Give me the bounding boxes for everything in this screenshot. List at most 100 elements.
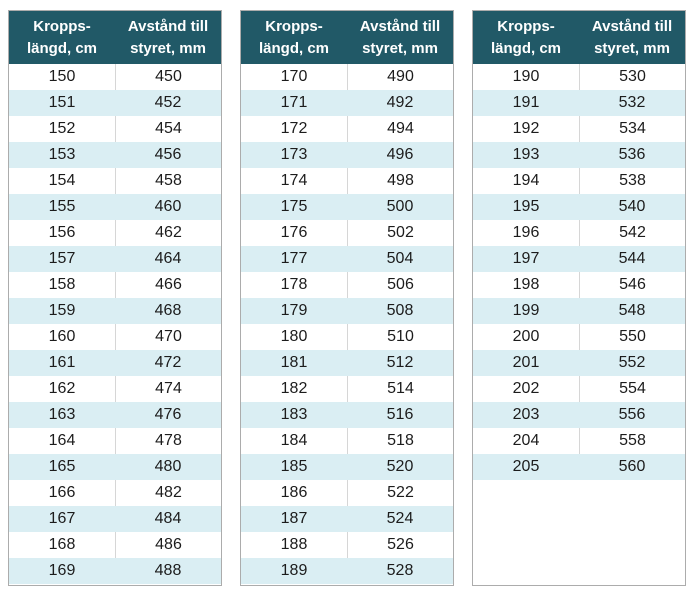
- table-row: 156 462: [9, 220, 221, 246]
- table-cell: 205: [512, 458, 540, 475]
- table-cell: 534: [579, 116, 685, 142]
- table-cell: 508: [386, 302, 414, 319]
- column-header-line: Kropps-: [33, 17, 91, 35]
- table-cell: 556: [618, 406, 646, 423]
- table-cell: 544: [618, 250, 646, 267]
- table-cell: 470: [115, 324, 221, 350]
- column-header-line: Kropps-: [265, 17, 323, 35]
- table-cell: 524: [386, 510, 414, 527]
- table-cell: 536: [618, 146, 646, 163]
- column-header-line: Avstånd till: [359, 17, 441, 35]
- table-cell: 452: [154, 94, 182, 111]
- table-cell: 162: [48, 380, 76, 397]
- table-row: 202 554: [473, 376, 685, 402]
- table-cell: 197: [512, 250, 540, 267]
- table-row: 181 512: [241, 350, 453, 376]
- table-cell: 159: [48, 302, 76, 319]
- size-table-190-205: Kropps- längd, cm Avstånd till styret, m…: [472, 10, 686, 586]
- table-cell: 171: [280, 94, 308, 111]
- table-row: 205 560: [473, 454, 685, 480]
- table-row: 195 540: [473, 194, 685, 220]
- table-cell: 550: [579, 324, 685, 350]
- table-row: 162 474: [9, 376, 221, 402]
- table-cell: 178: [280, 276, 308, 293]
- table-cell: 164: [48, 432, 76, 449]
- table-cell: 186: [280, 484, 308, 501]
- table-cell: 155: [48, 198, 76, 215]
- column-header-line: Avstånd till: [127, 17, 209, 35]
- table-row: 159 468: [9, 298, 221, 324]
- table-cell: 179: [280, 302, 308, 319]
- table-cell: 512: [386, 354, 414, 371]
- table-cell: 466: [115, 272, 221, 298]
- table-cell: 486: [115, 532, 221, 558]
- table-cell: 540: [618, 198, 646, 215]
- table-row: 176 502: [241, 220, 453, 246]
- table-cell: 183: [280, 406, 308, 423]
- table-row: 189 528: [241, 558, 453, 584]
- table-cell: 201: [512, 354, 540, 371]
- table-row: 172 494: [241, 116, 453, 142]
- table-row: 154 458: [9, 168, 221, 194]
- table-cell: 168: [48, 536, 76, 553]
- table-filler: [473, 480, 685, 585]
- column-header-handlebar-distance: Avstånd till styret, mm: [579, 11, 685, 64]
- table-cell: 472: [154, 354, 182, 371]
- table-cell: 502: [347, 220, 453, 246]
- table-row: 160 470: [9, 324, 221, 350]
- table-cell: 526: [347, 532, 453, 558]
- table-row: 170 490: [241, 64, 453, 90]
- table-cell: 542: [579, 220, 685, 246]
- table-row: 165 480: [9, 454, 221, 480]
- table-header: Kropps- längd, cm Avstånd till styret, m…: [241, 11, 453, 64]
- table-cell: 492: [386, 94, 414, 111]
- table-cell: 190: [512, 68, 540, 85]
- table-row: 196 542: [473, 220, 685, 246]
- table-cell: 522: [347, 480, 453, 506]
- table-cell: 172: [280, 120, 308, 137]
- table-cell: 476: [154, 406, 182, 423]
- table-cell: 193: [512, 146, 540, 163]
- table-cell: 468: [154, 302, 182, 319]
- column-header-line: längd, cm: [26, 39, 97, 57]
- table-row: 174 498: [241, 168, 453, 194]
- table-row: 152 454: [9, 116, 221, 142]
- table-cell: 188: [280, 536, 308, 553]
- table-row: 153 456: [9, 142, 221, 168]
- table-cell: 185: [280, 458, 308, 475]
- table-cell: 203: [512, 406, 540, 423]
- table-row: 168 486: [9, 532, 221, 558]
- table-row: 175 500: [241, 194, 453, 220]
- table-filler: [9, 584, 221, 585]
- column-header-line: Avstånd till: [591, 17, 673, 35]
- size-table-170-189: Kropps- längd, cm Avstånd till styret, m…: [240, 10, 454, 586]
- table-row: 183 516: [241, 402, 453, 428]
- table-cell: 514: [347, 376, 453, 402]
- table-cell: 169: [48, 562, 76, 579]
- table-cell: 552: [618, 354, 646, 371]
- table-cell: 504: [386, 250, 414, 267]
- column-header-body-length: Kropps- längd, cm: [9, 11, 115, 64]
- table-cell: 496: [386, 146, 414, 163]
- table-cell: 490: [347, 64, 453, 90]
- table-cell: 506: [347, 272, 453, 298]
- table-cell: 458: [115, 168, 221, 194]
- table-header: Kropps- längd, cm Avstånd till styret, m…: [9, 11, 221, 64]
- table-body: 170 490 171 492 172 494 173 496 174 498 175 500 176 5…: [241, 64, 453, 584]
- table-row: 163 476: [9, 402, 221, 428]
- size-table-150-169: Kropps- längd, cm Avstånd till styret, m…: [8, 10, 222, 586]
- table-cell: 167: [48, 510, 76, 527]
- table-cell: 516: [386, 406, 414, 423]
- table-cell: 177: [280, 250, 308, 267]
- table-cell: 180: [280, 328, 308, 345]
- table-cell: 192: [512, 120, 540, 137]
- table-row: 158 466: [9, 272, 221, 298]
- column-header-line: längd, cm: [490, 39, 561, 57]
- column-header-line: styret, mm: [594, 39, 670, 57]
- table-row: 203 556: [473, 402, 685, 428]
- table-row: 198 546: [473, 272, 685, 298]
- table-cell: 156: [48, 224, 76, 241]
- table-row: 184 518: [241, 428, 453, 454]
- table-cell: 450: [115, 64, 221, 90]
- table-cell: 560: [618, 458, 646, 475]
